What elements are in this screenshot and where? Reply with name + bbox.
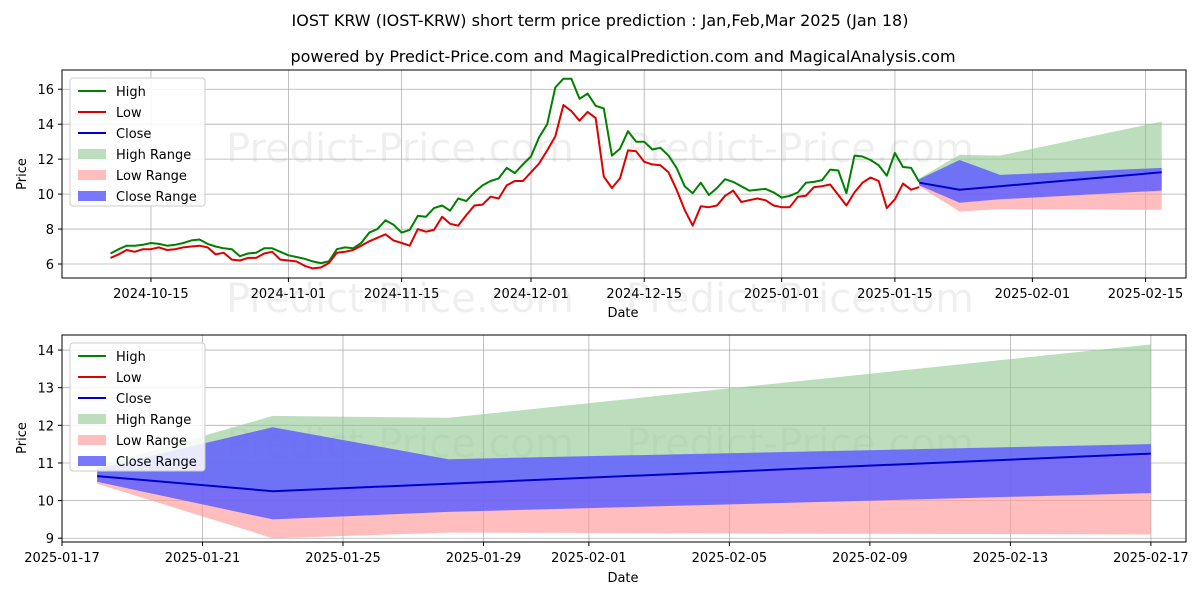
- bottom-range-areas: [97, 344, 1151, 539]
- legend-close-label: Close: [116, 392, 151, 407]
- x-tick-label: 2025-02-15: [1108, 287, 1184, 302]
- chart-subtitle: powered by Predict-Price.com and Magical…: [290, 47, 955, 66]
- legend-close-range-swatch: [78, 191, 106, 201]
- x-tick-label: 2024-11-01: [251, 287, 327, 302]
- y-tick-label: 8: [46, 223, 54, 238]
- y-tick-label: 14: [37, 118, 54, 133]
- x-tick-label: 2025-01-01: [744, 287, 820, 302]
- top-x-axis-label: Date: [607, 306, 638, 321]
- x-tick-label: 2025-02-01: [551, 551, 627, 566]
- x-tick-label: 2024-12-15: [606, 287, 682, 302]
- legend-low-label: Low: [116, 106, 142, 121]
- chart-title: IOST KRW (IOST-KRW) short term price pre…: [292, 11, 909, 30]
- x-tick-label: 2025-02-05: [692, 551, 768, 566]
- legend-low-range-swatch: [78, 170, 106, 180]
- x-tick-label: 2024-10-15: [113, 287, 189, 302]
- x-tick-label: 2025-01-15: [857, 287, 933, 302]
- y-tick-label: 14: [37, 344, 54, 359]
- close-range-area: [919, 160, 1162, 203]
- x-tick-label: 2025-02-01: [995, 287, 1071, 302]
- y-tick-label: 16: [37, 83, 54, 98]
- bottom-y-axis-label: Price: [15, 422, 30, 454]
- watermark: Predict-Price.com: [226, 126, 574, 172]
- legend-high-range-label: High Range: [116, 413, 191, 428]
- y-tick-label: 10: [37, 495, 54, 510]
- watermark: Predict-Price.com: [226, 276, 574, 322]
- legend-close-label: Close: [116, 127, 151, 142]
- x-tick-label: 2025-01-29: [446, 551, 522, 566]
- close-forecast-line: [919, 171, 1162, 191]
- legend-low-range-label: Low Range: [116, 169, 187, 184]
- bottom-x-axis: 2025-01-17 2025-01-21 2025-01-25 2025-01-29…: [24, 542, 1189, 566]
- y-tick-label: 6: [46, 258, 54, 273]
- close-forecast-line: [97, 452, 1151, 493]
- bottom-x-axis-label: Date: [607, 571, 638, 586]
- x-tick-label: 2024-12-01: [493, 287, 569, 302]
- bottom-chart-panel: Predict-Price.com Predict-Price.com 2025…: [15, 334, 1189, 586]
- low-price-line: [110, 104, 920, 270]
- x-tick-label: 2025-02-09: [832, 551, 908, 566]
- top-plot-frame: [61, 69, 1187, 279]
- legend-high-label: High: [116, 350, 146, 365]
- bottom-y-axis: 9 10 11 12 13 14: [37, 344, 62, 547]
- top-range-areas: [919, 121, 1162, 212]
- bottom-legend: High Low Close High Range Low Range Close Ran…: [69, 342, 206, 472]
- top-x-axis: 2024-10-15 2024-11-01 2024-11-15 2024-12-01…: [113, 278, 1183, 302]
- close-range-area: [97, 427, 1151, 520]
- y-tick-label: 13: [37, 382, 54, 397]
- bottom-series-lines: [97, 452, 1151, 493]
- legend-high-range-swatch: [78, 149, 106, 159]
- top-legend: High Low Close High Range Low Range Close Ran…: [69, 77, 206, 207]
- high-price-line: [110, 77, 921, 265]
- watermark: Predict-Price.com: [626, 126, 974, 172]
- top-chart-panel: Predict-Price.com Predict-Price.com Pred…: [15, 69, 1187, 322]
- legend-high-range-swatch: [78, 414, 106, 424]
- legend-close-range-swatch: [78, 456, 106, 466]
- legend-close-range-label: Close Range: [116, 190, 197, 205]
- y-tick-label: 10: [37, 188, 54, 203]
- legend-high-range-label: High Range: [116, 148, 191, 163]
- legend-low-range-label: Low Range: [116, 434, 187, 449]
- legend-low-range-swatch: [78, 435, 106, 445]
- legend-close-range-label: Close Range: [116, 455, 197, 470]
- top-y-axis: 6 8 10 12 14 16: [37, 83, 62, 273]
- y-tick-label: 12: [37, 419, 54, 434]
- x-tick-label: 2025-02-17: [1113, 551, 1189, 566]
- x-tick-label: 2024-11-15: [364, 287, 440, 302]
- top-series-lines: [110, 77, 1162, 270]
- legend-high-label: High: [116, 85, 146, 100]
- top-y-axis-label: Price: [15, 158, 30, 190]
- x-tick-label: 2025-01-17: [24, 551, 100, 566]
- y-tick-label: 11: [37, 457, 54, 472]
- legend-low-label: Low: [116, 371, 142, 386]
- y-tick-label: 9: [46, 532, 54, 547]
- watermark: Predict-Price.com: [626, 276, 974, 322]
- x-tick-label: 2025-01-21: [165, 551, 241, 566]
- x-tick-label: 2025-01-25: [305, 551, 381, 566]
- top-gridlines: [62, 70, 1186, 278]
- bottom-plot-frame: [61, 334, 1187, 543]
- x-tick-label: 2025-02-13: [973, 551, 1049, 566]
- y-tick-label: 12: [37, 153, 54, 168]
